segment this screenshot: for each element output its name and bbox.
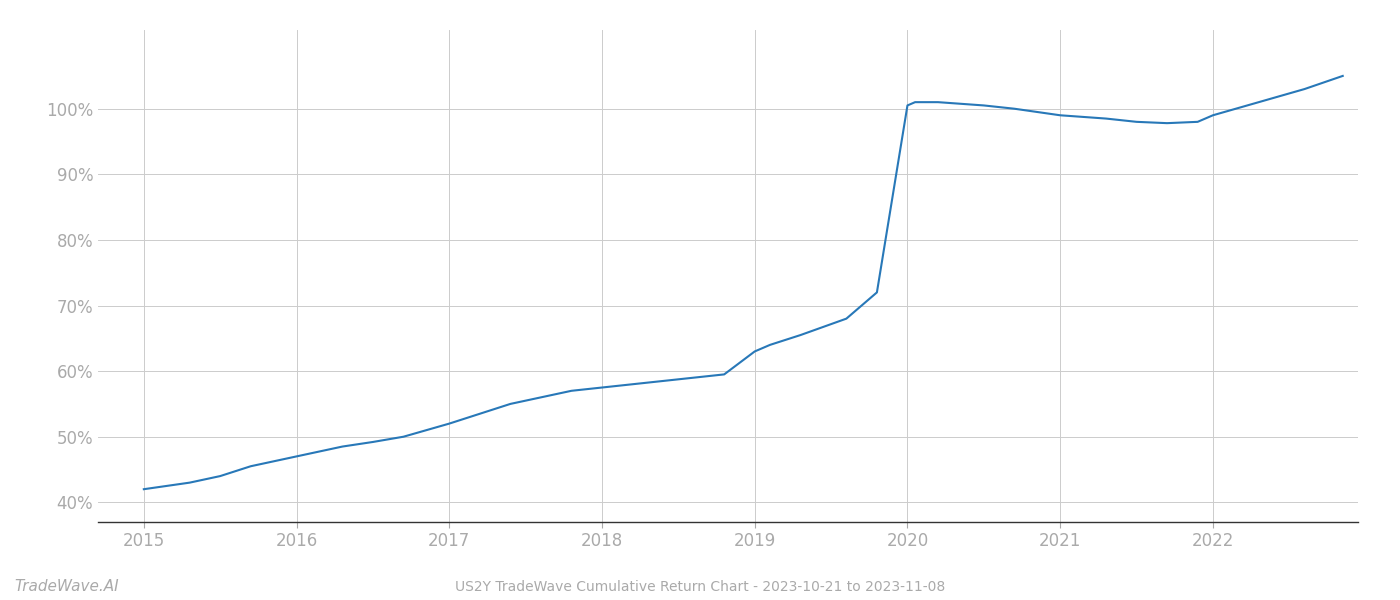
Text: TradeWave.AI: TradeWave.AI bbox=[14, 579, 119, 594]
Text: US2Y TradeWave Cumulative Return Chart - 2023-10-21 to 2023-11-08: US2Y TradeWave Cumulative Return Chart -… bbox=[455, 580, 945, 594]
